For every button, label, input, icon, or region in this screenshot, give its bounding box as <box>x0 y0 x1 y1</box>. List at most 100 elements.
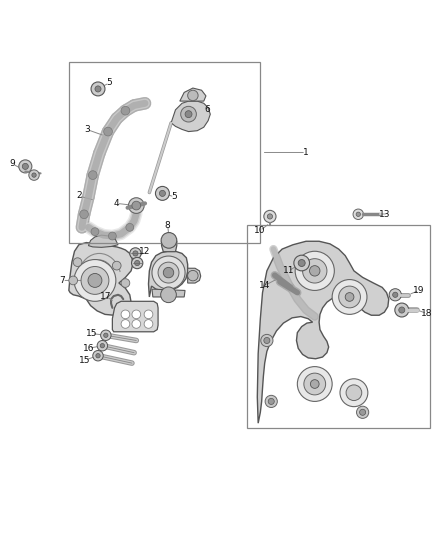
Circle shape <box>19 160 32 173</box>
Text: 11: 11 <box>283 266 294 276</box>
Circle shape <box>73 258 82 266</box>
Circle shape <box>187 270 198 281</box>
Text: 15: 15 <box>79 356 91 365</box>
Text: 5: 5 <box>172 192 177 201</box>
Circle shape <box>360 409 366 415</box>
Text: 17: 17 <box>100 292 112 301</box>
Circle shape <box>29 170 39 180</box>
Circle shape <box>185 111 192 118</box>
Circle shape <box>392 292 398 297</box>
Text: 18: 18 <box>421 309 433 318</box>
Text: 4: 4 <box>114 199 120 208</box>
Circle shape <box>109 232 116 240</box>
Text: 5: 5 <box>106 78 112 87</box>
Polygon shape <box>162 237 177 252</box>
Polygon shape <box>88 235 118 247</box>
Circle shape <box>181 107 196 122</box>
Circle shape <box>311 379 319 389</box>
Circle shape <box>132 320 141 328</box>
Circle shape <box>155 187 170 200</box>
Circle shape <box>74 260 116 301</box>
Circle shape <box>395 303 409 317</box>
Circle shape <box>121 320 130 328</box>
Text: 7: 7 <box>60 276 65 285</box>
Circle shape <box>163 268 174 278</box>
Circle shape <box>104 127 113 136</box>
Text: 9: 9 <box>9 159 15 168</box>
Circle shape <box>353 209 364 220</box>
Circle shape <box>121 107 130 115</box>
Circle shape <box>187 90 198 101</box>
Polygon shape <box>257 241 389 423</box>
Circle shape <box>264 337 270 344</box>
Circle shape <box>132 201 141 210</box>
Circle shape <box>295 251 334 290</box>
Polygon shape <box>180 88 206 101</box>
Text: 16: 16 <box>83 344 94 353</box>
Circle shape <box>133 251 138 256</box>
Circle shape <box>131 257 143 269</box>
Circle shape <box>339 286 360 308</box>
Circle shape <box>158 262 179 283</box>
Circle shape <box>389 289 401 301</box>
Text: 6: 6 <box>204 106 210 114</box>
Text: 3: 3 <box>84 125 89 134</box>
Circle shape <box>340 379 368 407</box>
Circle shape <box>356 212 360 216</box>
Circle shape <box>265 395 277 408</box>
Circle shape <box>97 341 108 351</box>
Text: 19: 19 <box>413 286 425 295</box>
Circle shape <box>121 310 130 319</box>
Circle shape <box>268 398 274 405</box>
Circle shape <box>161 287 177 303</box>
Circle shape <box>95 86 101 92</box>
Circle shape <box>101 330 111 341</box>
Text: 13: 13 <box>378 210 390 219</box>
Circle shape <box>159 190 166 197</box>
Circle shape <box>88 273 102 287</box>
Text: 1: 1 <box>303 148 309 157</box>
Circle shape <box>303 259 327 283</box>
Circle shape <box>121 279 130 287</box>
Circle shape <box>132 310 141 319</box>
Circle shape <box>267 214 272 219</box>
Circle shape <box>152 256 185 289</box>
Circle shape <box>91 82 105 96</box>
Polygon shape <box>171 101 210 132</box>
Circle shape <box>113 261 121 270</box>
Circle shape <box>104 333 108 337</box>
Polygon shape <box>148 251 187 297</box>
Circle shape <box>144 320 153 328</box>
Bar <box>69 62 260 243</box>
Circle shape <box>91 228 99 236</box>
Circle shape <box>126 223 134 231</box>
Circle shape <box>144 310 153 319</box>
Circle shape <box>261 334 273 346</box>
Circle shape <box>310 265 320 276</box>
Circle shape <box>304 373 325 395</box>
Circle shape <box>100 344 105 348</box>
Text: 14: 14 <box>258 281 270 290</box>
Polygon shape <box>69 243 133 315</box>
Circle shape <box>297 367 332 401</box>
Circle shape <box>69 276 78 285</box>
Text: 8: 8 <box>165 221 170 230</box>
Circle shape <box>130 248 141 259</box>
Circle shape <box>88 171 97 180</box>
Circle shape <box>345 293 354 301</box>
Text: 15: 15 <box>86 329 97 338</box>
Circle shape <box>22 163 28 169</box>
Text: 10: 10 <box>254 227 266 235</box>
Circle shape <box>264 211 276 223</box>
Polygon shape <box>152 289 185 297</box>
Text: 12: 12 <box>139 247 151 256</box>
Circle shape <box>161 232 177 248</box>
Circle shape <box>32 173 36 177</box>
Circle shape <box>96 353 100 358</box>
Bar <box>247 225 430 427</box>
Polygon shape <box>113 301 158 332</box>
Circle shape <box>128 198 144 213</box>
Circle shape <box>93 351 103 361</box>
Circle shape <box>298 260 305 266</box>
Circle shape <box>399 307 405 313</box>
